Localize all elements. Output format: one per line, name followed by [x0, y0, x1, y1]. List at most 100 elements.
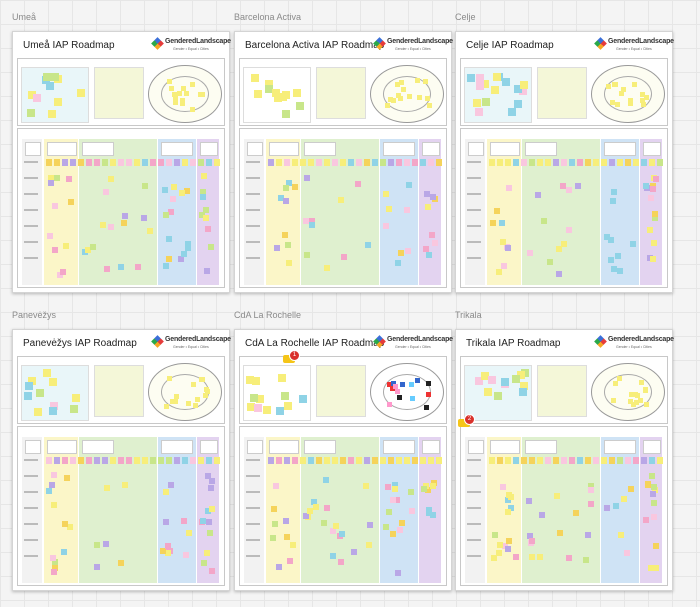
sticky-note	[648, 473, 655, 480]
sticky-note	[251, 73, 260, 82]
sticky-note	[49, 402, 58, 411]
sticky-note	[308, 159, 314, 166]
sticky-note	[404, 159, 410, 166]
roadmap-frame[interactable]: Panevėžys IAP Roadmap GenderedLandscape Ge…	[12, 329, 231, 591]
sticky-note	[380, 159, 386, 166]
sticky-note	[350, 549, 357, 556]
notes-panel	[316, 67, 366, 119]
row-label	[246, 161, 260, 163]
sticky-note	[180, 98, 186, 104]
row-label	[246, 241, 260, 243]
sticky-note	[640, 98, 646, 104]
sticky-note	[338, 196, 345, 203]
row-label	[24, 523, 38, 525]
sticky-note	[480, 372, 489, 381]
row-label	[24, 225, 38, 227]
phase-header	[25, 440, 41, 454]
phase-header	[422, 440, 440, 454]
sticky-note	[513, 159, 519, 166]
sticky-note	[398, 250, 405, 257]
sticky-note	[323, 505, 330, 512]
sticky-note	[491, 531, 498, 538]
sticky-note	[120, 219, 127, 226]
sticky-note	[284, 242, 291, 249]
sticky-note	[256, 395, 265, 404]
sticky-note	[246, 376, 255, 385]
sticky-note	[650, 182, 657, 189]
sticky-note	[627, 100, 633, 106]
roadmap-frame[interactable]: Trikala IAP Roadmap GenderedLandscape Gend…	[455, 329, 674, 591]
sticky-note	[78, 457, 84, 464]
sticky-note	[424, 204, 431, 211]
frame-title: Umeå IAP Roadmap	[23, 40, 115, 51]
row-label	[24, 475, 38, 477]
sticky-note	[431, 239, 438, 246]
sticky-note	[490, 554, 497, 561]
roadmap-frame[interactable]: Celje IAP Roadmap GenderedLandscape Gender…	[455, 31, 674, 293]
phase-header	[643, 142, 661, 156]
sticky-note	[577, 159, 583, 166]
sticky-note	[593, 159, 599, 166]
phase-header	[304, 440, 336, 454]
sticky-note	[278, 373, 287, 382]
sticky-note	[541, 217, 548, 224]
sticky-note	[268, 159, 274, 166]
roadmap-frame[interactable]: Barcelona Activa IAP Roadmap GenderedLand…	[234, 31, 453, 293]
sticky-note	[160, 548, 167, 555]
sticky-note	[292, 88, 301, 97]
sticky-note	[631, 402, 637, 408]
sticky-note	[247, 402, 256, 411]
row-label	[246, 193, 260, 195]
stakeholder-map	[148, 363, 222, 421]
sticky-note	[650, 240, 657, 247]
logo-name: GenderedLandscape	[165, 336, 231, 343]
row-label	[24, 161, 38, 163]
roadmap-frame[interactable]: Umeå IAP Roadmap GenderedLandscape Gender …	[12, 31, 231, 293]
sticky-note	[184, 245, 191, 252]
sticky-note	[505, 159, 511, 166]
sticky-note	[561, 457, 567, 464]
sticky-note	[603, 233, 610, 240]
sticky-note	[467, 74, 476, 83]
sticky-note	[278, 195, 285, 202]
comment-badge[interactable]: 2	[464, 414, 475, 425]
sticky-note	[389, 496, 396, 503]
sticky-note	[505, 457, 511, 464]
sticky-note	[86, 159, 92, 166]
sticky-note	[497, 159, 503, 166]
comment-badge[interactable]: 1	[289, 350, 300, 361]
sticky-note	[535, 191, 542, 198]
phase-header	[82, 142, 114, 156]
sticky-note	[617, 457, 623, 464]
sticky-note	[166, 256, 173, 263]
sticky-note	[505, 184, 512, 191]
sticky-note	[517, 370, 526, 379]
sticky-note	[425, 380, 431, 386]
sticky-area	[21, 67, 89, 123]
sticky-note	[198, 91, 204, 97]
sticky-note	[619, 90, 625, 96]
logo-icon	[594, 335, 607, 348]
phase-header	[604, 440, 636, 454]
sticky-note	[185, 240, 192, 247]
sticky-note	[208, 243, 215, 250]
sticky-note	[66, 523, 73, 530]
sticky-note	[34, 408, 43, 417]
sticky-note	[355, 181, 362, 188]
sticky-note	[108, 223, 115, 230]
sticky-note	[649, 256, 656, 263]
sticky-note	[404, 457, 410, 464]
context-section	[17, 58, 225, 126]
roadmap-frame[interactable]: CdA La Rochelle IAP Roadmap GenderedLands…	[234, 329, 453, 591]
sticky-note	[643, 94, 649, 100]
sticky-note	[168, 86, 174, 92]
sticky-note	[645, 480, 652, 487]
sticky-note	[651, 486, 658, 493]
row-label	[467, 177, 481, 179]
sticky-note	[46, 81, 55, 90]
sticky-note	[67, 199, 74, 206]
frame-label: Barcelona Activa	[234, 12, 302, 22]
frame-title: Panevėžys IAP Roadmap	[23, 338, 137, 349]
sticky-note	[263, 406, 272, 415]
sticky-note	[176, 91, 182, 97]
